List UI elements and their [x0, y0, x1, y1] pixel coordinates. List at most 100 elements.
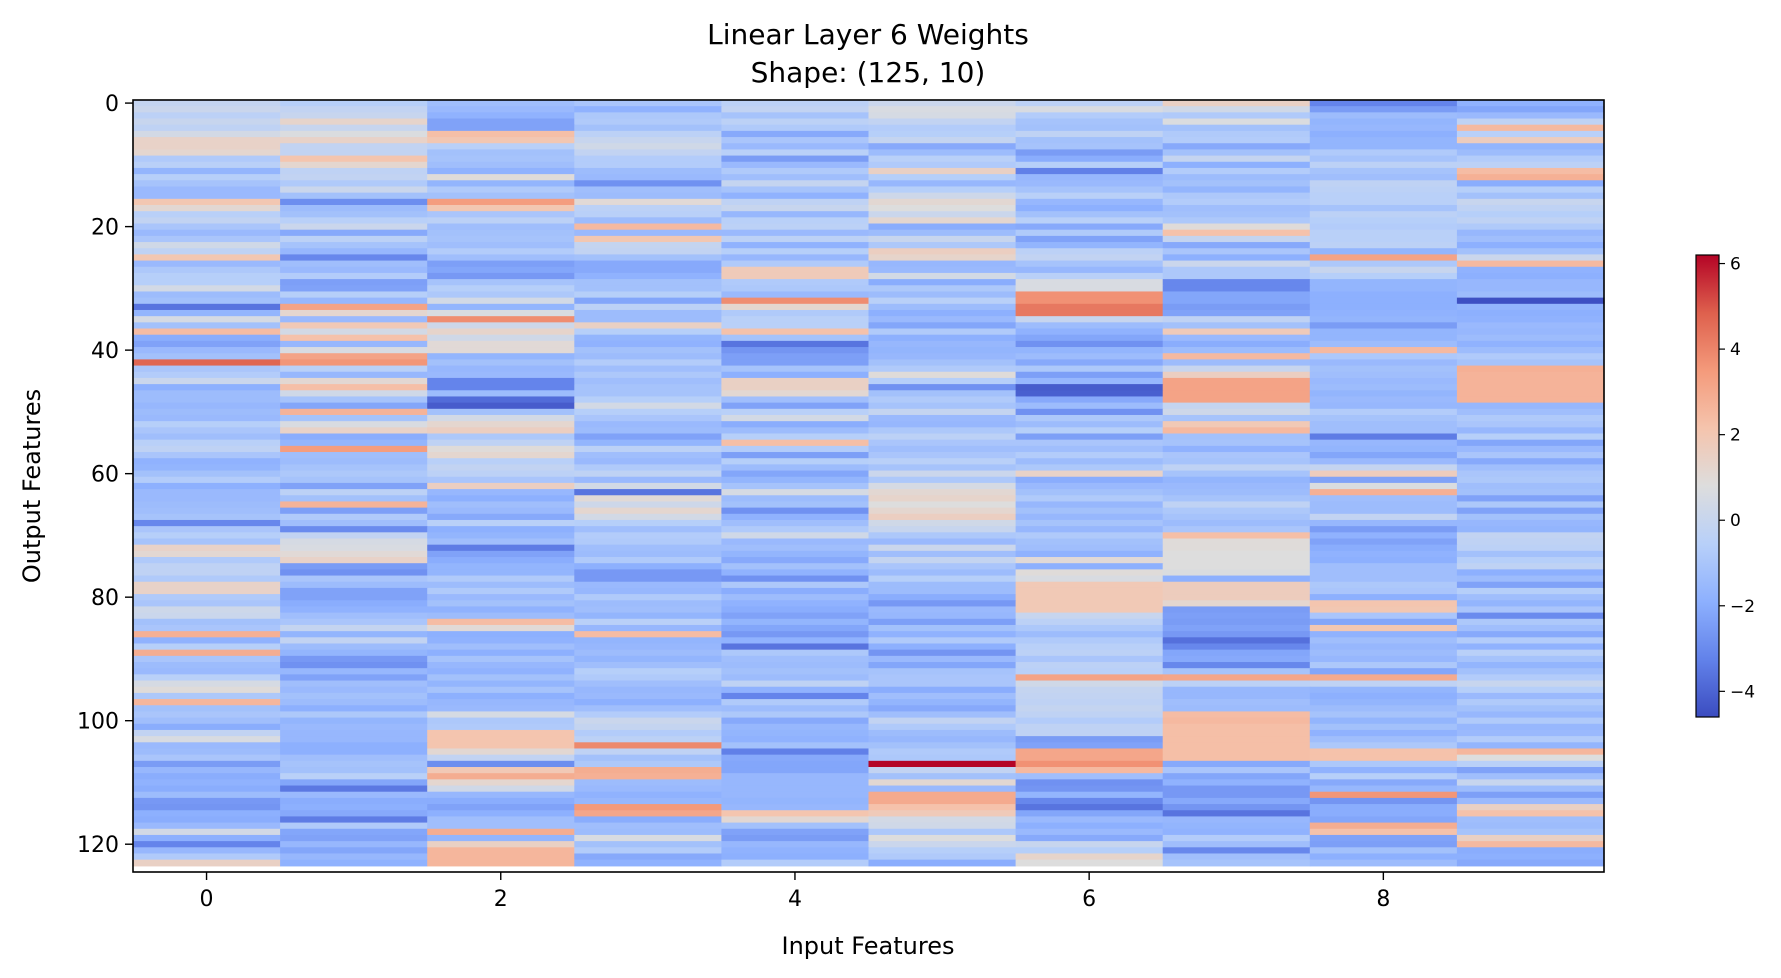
- heatmap-cell: [1015, 223, 1164, 231]
- heatmap-cell: [1456, 452, 1605, 459]
- heatmap-cell: [1309, 705, 1458, 713]
- heatmap-cell: [1015, 692, 1164, 700]
- heatmap-cell: [133, 618, 281, 626]
- heatmap-cell: [133, 828, 281, 836]
- heatmap-cell: [574, 532, 722, 540]
- heatmap-cell: [1309, 637, 1458, 645]
- heatmap-cell: [280, 272, 428, 280]
- heatmap-cell: [1309, 674, 1458, 682]
- heatmap-cell: [868, 853, 1017, 861]
- heatmap-cell: [1309, 723, 1458, 731]
- heatmap-cell: [721, 773, 870, 780]
- heatmap-cell: [1162, 100, 1311, 107]
- heatmap-cell: [1015, 717, 1164, 725]
- heatmap-cell: [1162, 470, 1311, 478]
- heatmap-cell: [574, 445, 722, 453]
- heatmap-cell: [280, 612, 428, 620]
- heatmap-cell: [427, 396, 575, 404]
- heatmap-cell: [280, 699, 428, 706]
- heatmap-cell: [427, 359, 575, 367]
- heatmap-cell: [133, 631, 281, 638]
- heatmap-cell: [1456, 112, 1605, 120]
- heatmap-cell: [721, 680, 870, 688]
- heatmap-cell: [427, 507, 575, 515]
- heatmap-cell: [574, 495, 722, 503]
- heatmap-cell: [574, 155, 722, 163]
- heatmap-cell: [1456, 322, 1605, 330]
- heatmap-cell: [280, 841, 428, 848]
- heatmap-cell: [1162, 760, 1311, 768]
- heatmap-cell: [133, 414, 281, 422]
- heatmap-cell: [280, 563, 428, 570]
- heatmap-cell: [721, 248, 870, 255]
- heatmap-cell: [1162, 828, 1311, 836]
- heatmap-cell: [1456, 217, 1605, 225]
- heatmap-cell: [1162, 149, 1311, 157]
- heatmap-cell: [427, 414, 575, 422]
- heatmap-cell: [280, 655, 428, 663]
- heatmap-cell: [574, 606, 722, 614]
- heatmap-cell: [427, 532, 575, 540]
- heatmap-cell: [868, 791, 1017, 799]
- heatmap-cell: [1309, 470, 1458, 478]
- heatmap-cell: [1309, 773, 1458, 780]
- heatmap-cell: [1162, 229, 1311, 237]
- heatmap-cell: [868, 248, 1017, 255]
- heatmap-cell: [1309, 137, 1458, 144]
- heatmap-cell: [1015, 680, 1164, 688]
- heatmap-cell: [1162, 223, 1311, 231]
- heatmap-cell: [1309, 631, 1458, 638]
- heatmap-cell: [133, 501, 281, 509]
- heatmap-cell: [1162, 519, 1311, 527]
- heatmap-cell: [1015, 353, 1164, 360]
- heatmap-cell: [280, 631, 428, 638]
- heatmap-cell: [868, 754, 1017, 762]
- heatmap-cell: [721, 643, 870, 651]
- heatmap-cell: [133, 223, 281, 231]
- heatmap-cell: [1456, 334, 1605, 342]
- heatmap-cell: [574, 192, 722, 200]
- heatmap-cell: [133, 606, 281, 614]
- heatmap-cell: [1456, 174, 1605, 181]
- heatmap-cell: [574, 544, 722, 552]
- heatmap-cell: [133, 242, 281, 249]
- heatmap-cell: [427, 309, 575, 317]
- heatmap-cell: [1015, 427, 1164, 435]
- heatmap-cell: [427, 674, 575, 682]
- heatmap-cell: [868, 297, 1017, 305]
- heatmap-cell: [1456, 513, 1605, 521]
- heatmap-cell: [574, 260, 722, 268]
- y-tick-label: 0: [105, 92, 119, 117]
- heatmap-cell: [1309, 260, 1458, 268]
- heatmap-cell: [1309, 458, 1458, 465]
- heatmap-cell: [721, 303, 870, 311]
- heatmap-cell: [1456, 742, 1605, 750]
- heatmap-cell: [868, 118, 1017, 126]
- heatmap-cell: [1015, 711, 1164, 719]
- heatmap-cell: [868, 723, 1017, 731]
- heatmap-cell: [1456, 847, 1605, 855]
- heatmap-cell: [868, 569, 1017, 577]
- heatmap-cell: [133, 760, 281, 768]
- heatmap-cell: [1309, 365, 1458, 373]
- heatmap-cell: [427, 112, 575, 120]
- heatmap-cell: [721, 242, 870, 249]
- heatmap-cell: [868, 143, 1017, 151]
- heatmap-cell: [721, 161, 870, 169]
- heatmap-cell: [133, 569, 281, 577]
- heatmap-cell: [1456, 532, 1605, 540]
- heatmap-cell: [1309, 316, 1458, 323]
- heatmap-cell: [1309, 785, 1458, 793]
- heatmap-cell: [721, 309, 870, 317]
- heatmap-cell: [1162, 643, 1311, 651]
- heatmap-cell: [721, 353, 870, 360]
- heatmap-cell: [721, 699, 870, 706]
- heatmap-cell: [427, 841, 575, 848]
- heatmap-cell: [1162, 489, 1311, 496]
- y-tick-label: 80: [91, 586, 119, 611]
- heatmap-cell: [133, 452, 281, 459]
- heatmap-cell: [1309, 204, 1458, 212]
- heatmap-cell: [133, 285, 281, 293]
- heatmap-cell: [1162, 637, 1311, 645]
- heatmap-cell: [574, 581, 722, 589]
